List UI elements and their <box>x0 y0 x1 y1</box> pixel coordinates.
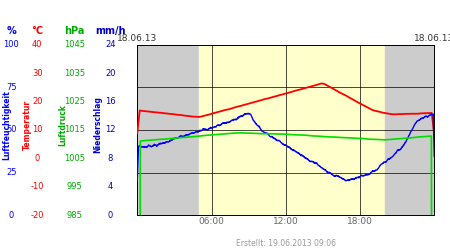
Text: 50: 50 <box>6 126 17 134</box>
Text: 40: 40 <box>32 40 43 50</box>
Text: -20: -20 <box>31 210 44 220</box>
Text: Luftfeuchtigkeit: Luftfeuchtigkeit <box>2 90 11 160</box>
Text: 30: 30 <box>32 69 43 78</box>
Text: 1045: 1045 <box>64 40 85 50</box>
Text: 12: 12 <box>105 126 116 134</box>
Text: 1025: 1025 <box>64 97 85 106</box>
Text: 995: 995 <box>67 182 82 191</box>
Text: mm/h: mm/h <box>95 26 126 36</box>
Text: 16: 16 <box>105 97 116 106</box>
Text: 8: 8 <box>108 154 113 163</box>
Bar <box>385 45 434 215</box>
Text: 985: 985 <box>66 210 82 220</box>
Text: 0: 0 <box>108 210 113 220</box>
Text: 1005: 1005 <box>64 154 85 163</box>
Text: Luftdruck: Luftdruck <box>58 104 68 146</box>
Text: 100: 100 <box>4 40 19 50</box>
Text: Temperatur: Temperatur <box>22 100 32 150</box>
Text: °C: °C <box>32 26 43 36</box>
Text: -10: -10 <box>31 182 44 191</box>
Text: 1035: 1035 <box>64 69 85 78</box>
Text: Erstellt: 19.06.2013 09:06: Erstellt: 19.06.2013 09:06 <box>236 238 336 248</box>
Text: 1015: 1015 <box>64 126 85 134</box>
Text: 75: 75 <box>6 83 17 92</box>
Text: hPa: hPa <box>64 26 85 36</box>
Text: 20: 20 <box>105 69 116 78</box>
Text: %: % <box>6 26 16 36</box>
Bar <box>199 45 385 215</box>
Text: 10: 10 <box>32 126 43 134</box>
Text: 25: 25 <box>6 168 17 177</box>
Text: 20: 20 <box>32 97 43 106</box>
Text: 0: 0 <box>35 154 40 163</box>
Text: Niederschlag: Niederschlag <box>94 96 103 154</box>
Bar <box>137 45 199 215</box>
Text: 4: 4 <box>108 182 113 191</box>
Text: 0: 0 <box>9 210 14 220</box>
Text: 24: 24 <box>105 40 116 50</box>
